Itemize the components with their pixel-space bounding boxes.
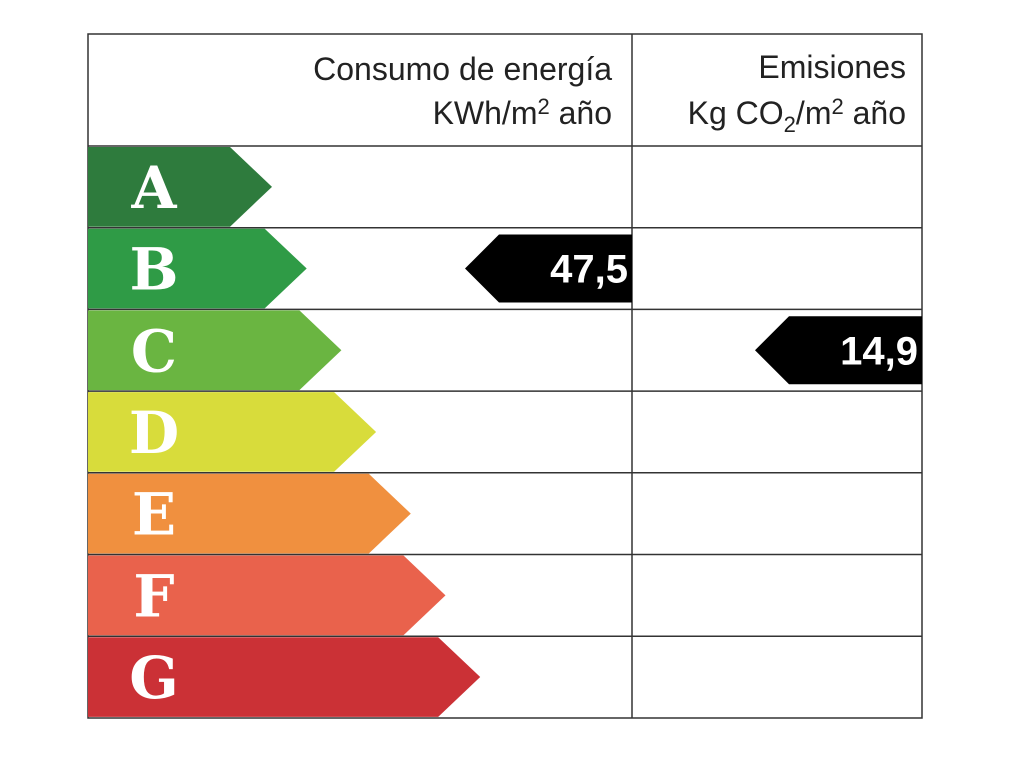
rating-arrow xyxy=(88,392,377,472)
emissions-title: Emisiones xyxy=(758,49,906,85)
rating-arrow xyxy=(88,228,307,309)
rating-arrow xyxy=(88,147,272,227)
unit-part: año xyxy=(844,95,906,131)
rating-letter: C xyxy=(131,317,177,385)
energy-unit: KWh/m2 año xyxy=(433,94,612,131)
unit-part: /m xyxy=(796,95,832,131)
rating-arrow xyxy=(88,473,411,554)
energy-title: Consumo de energía xyxy=(313,51,612,87)
emissions-unit: Kg CO2/m2 año xyxy=(688,94,906,137)
rating-indicator xyxy=(755,316,922,385)
unit-sub: 2 xyxy=(784,112,796,137)
unit-part: año xyxy=(550,95,612,131)
rating-letter: E xyxy=(132,481,176,549)
unit-part: Kg CO xyxy=(688,95,784,131)
rating-letter: B xyxy=(129,236,178,304)
rating-letter: G xyxy=(129,644,179,712)
rating-letter: D xyxy=(129,399,179,467)
rating-letter: F xyxy=(133,562,174,630)
rating-arrow xyxy=(88,310,342,391)
indicator-value: 47,5 xyxy=(550,248,628,292)
rating-letter: A xyxy=(130,154,177,222)
unit-sup: 2 xyxy=(831,94,843,119)
rating-indicator xyxy=(465,234,632,303)
indicator-value: 14,9 xyxy=(840,329,918,373)
rating-arrow xyxy=(88,555,446,636)
unit-part: KWh/m xyxy=(433,95,538,131)
rating-arrow xyxy=(88,637,481,717)
unit-sup: 2 xyxy=(537,94,549,119)
